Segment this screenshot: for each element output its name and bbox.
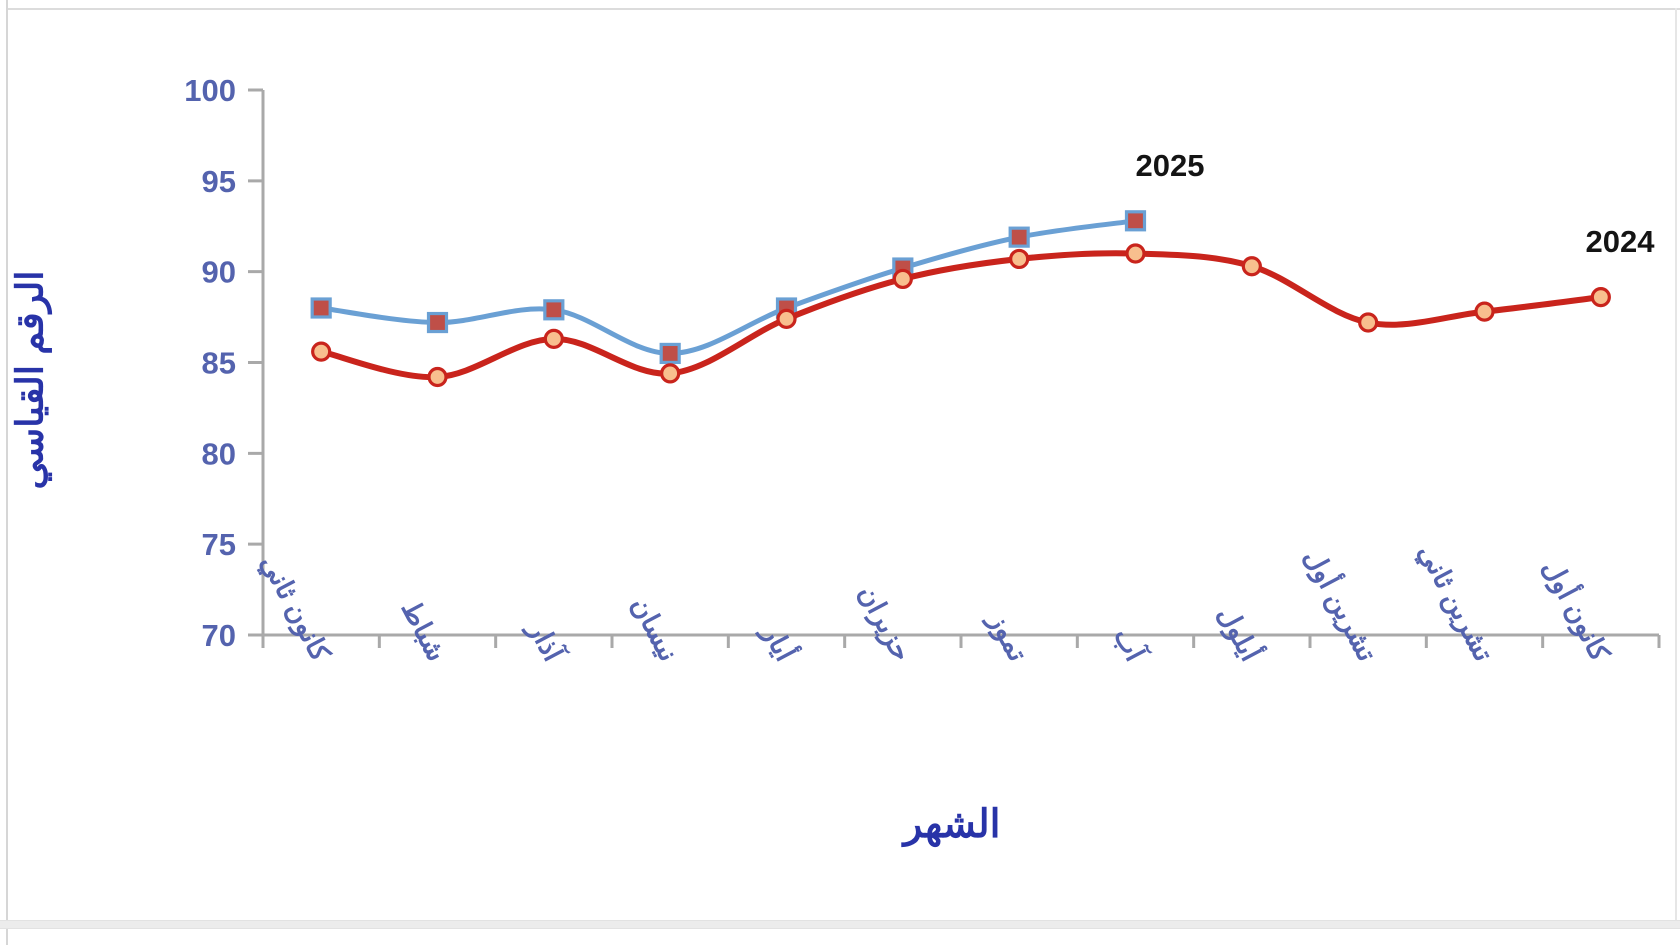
square-marker-2025	[1008, 226, 1030, 248]
bottom-divider-strip	[0, 920, 1680, 929]
y-tick-label: 90	[202, 255, 236, 290]
square-marker-2025	[310, 297, 332, 319]
square-marker-2025	[659, 342, 681, 365]
top-border-line	[6, 8, 1680, 10]
square-marker-2025	[426, 311, 449, 334]
circle-marker-2024	[543, 328, 564, 349]
y-tick-label: 75	[202, 527, 236, 562]
axes-and-ticks	[248, 88, 1661, 648]
y-axis-title: الرقم القياسي	[9, 270, 51, 490]
square-marker-2025	[1124, 210, 1147, 232]
circle-marker-2024	[1125, 243, 1146, 264]
left-border-line	[6, 0, 8, 945]
square-marker-2025	[543, 299, 565, 321]
y-tick-label: 95	[202, 164, 236, 199]
circle-marker-2024	[1590, 287, 1611, 308]
y-tick-label: 100	[184, 73, 236, 108]
circle-marker-2024	[1241, 256, 1262, 277]
series-label-2024: 2024	[1585, 224, 1655, 259]
x-axis-title: الشهر	[903, 803, 1001, 846]
circle-marker-2024	[1358, 312, 1379, 333]
y-tick-label: 85	[202, 346, 236, 381]
circle-marker-2024	[776, 308, 797, 329]
y-tick-label: 70	[202, 618, 236, 653]
circle-marker-2024	[1009, 248, 1030, 270]
circle-marker-2024	[1474, 301, 1495, 322]
circle-marker-2024	[311, 341, 332, 362]
y-tick-label: 80	[202, 436, 236, 471]
circle-marker-2024	[427, 366, 448, 388]
series-line-2025	[318, 218, 1138, 356]
circle-marker-2024	[660, 363, 681, 384]
circle-marker-2024	[892, 268, 913, 290]
right-border-line	[1675, 8, 1677, 923]
series-line-2024	[318, 250, 1604, 381]
series-label-2025: 2025	[1135, 148, 1205, 183]
